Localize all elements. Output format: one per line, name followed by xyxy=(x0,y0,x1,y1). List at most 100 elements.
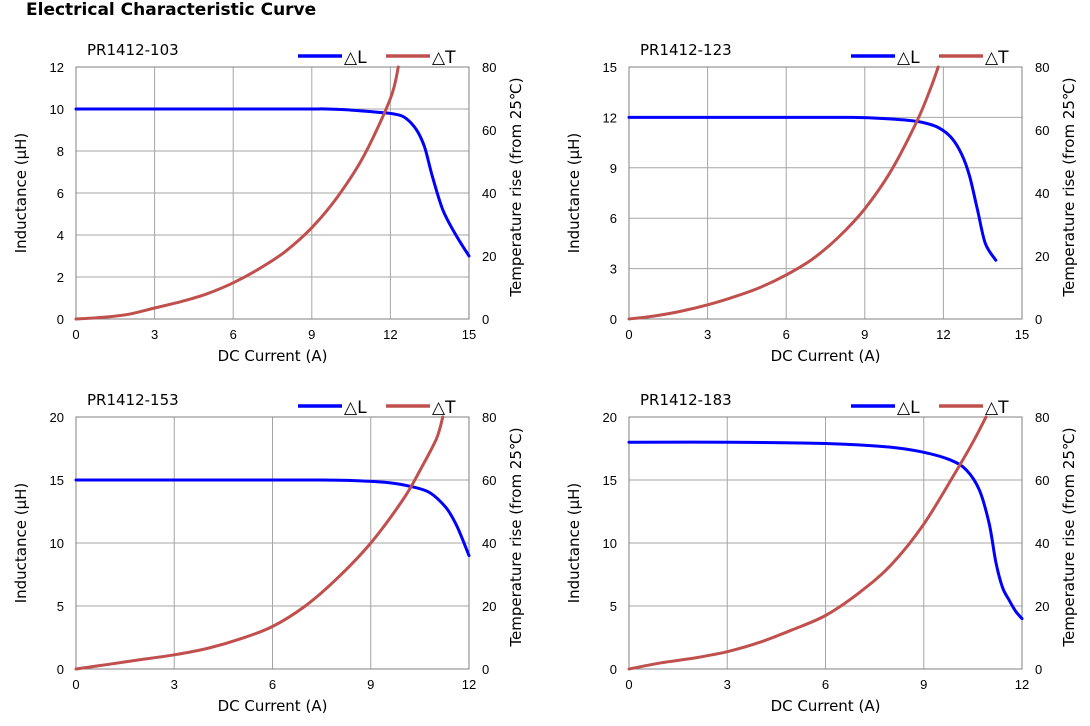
x-axis-label: DC Current (A) xyxy=(218,347,328,365)
y2-tick-label: 60 xyxy=(482,473,496,488)
title-box xyxy=(77,45,282,66)
legend-label: △L xyxy=(344,48,367,68)
y2-tick-label: 0 xyxy=(1035,662,1042,677)
x-tick-label: 0 xyxy=(625,327,632,342)
x-tick-label: 6 xyxy=(230,327,237,342)
series-line-temperature xyxy=(74,65,400,321)
x-tick-label: 9 xyxy=(367,677,374,692)
x-tick-label: 0 xyxy=(72,677,79,692)
series-line-temperature xyxy=(627,415,988,671)
y-axis-label: Inductance (μH) xyxy=(12,483,30,604)
y2-tick-label: 60 xyxy=(1035,473,1049,488)
y-tick-label: 12 xyxy=(603,110,617,125)
y-tick-label: 0 xyxy=(57,312,64,327)
y-tick-label: 5 xyxy=(610,599,617,614)
series-line-inductance xyxy=(74,107,471,258)
y-tick-label: 4 xyxy=(57,228,64,243)
y2-tick-label: 20 xyxy=(482,249,496,264)
chart-title: PR1412-183 xyxy=(640,391,732,409)
x-tick-label: 12 xyxy=(383,327,397,342)
y2-tick-label: 80 xyxy=(1035,60,1049,75)
y-tick-label: 15 xyxy=(50,473,64,488)
chart-title: PR1412-153 xyxy=(87,391,179,409)
legend-label: △L xyxy=(897,398,920,418)
title-box xyxy=(630,395,835,416)
series-line-inductance xyxy=(627,115,998,262)
plot-frame xyxy=(75,66,470,320)
chart-title: PR1412-103 xyxy=(87,41,179,59)
x-axis-label: DC Current (A) xyxy=(771,697,881,715)
plot-frame xyxy=(628,66,1023,320)
x-tick-label: 6 xyxy=(822,677,829,692)
chart-panel: 0 3 6 9 12 0 5 10 15 20 0 20 40 60 80 DC Current (A) Ind… xyxy=(12,391,525,715)
y2-tick-label: 40 xyxy=(482,186,496,201)
legend-box xyxy=(847,395,1015,416)
chart-panel: 0 3 6 9 12 0 5 10 15 20 0 20 40 60 80 DC Current (A) Ind… xyxy=(565,391,1078,715)
legend-label: △T xyxy=(985,48,1009,68)
legend-label: △T xyxy=(985,398,1009,418)
y2-axis-label: Temperature rise (from 25℃) xyxy=(507,77,525,297)
legend-label: △L xyxy=(897,48,920,68)
plot-frame xyxy=(628,416,1023,670)
y2-tick-label: 0 xyxy=(482,312,489,327)
x-axis-label: DC Current (A) xyxy=(218,697,328,715)
legend-box xyxy=(294,395,462,416)
chart-panel: 0 3 6 9 12 15 0 2 4 6 8 10 12 0 20 40 60 80 DC Current (A)… xyxy=(12,41,525,365)
y-tick-label: 10 xyxy=(603,536,617,551)
x-tick-label: 3 xyxy=(151,327,158,342)
x-tick-label: 12 xyxy=(462,677,476,692)
series-line-inductance xyxy=(74,478,471,558)
title-box xyxy=(77,395,282,416)
y2-tick-label: 60 xyxy=(482,123,496,138)
y-tick-label: 0 xyxy=(57,662,64,677)
legend-label: △L xyxy=(344,398,367,418)
y-tick-label: 15 xyxy=(603,60,617,75)
x-tick-label: 6 xyxy=(783,327,790,342)
y-axis-label: Inductance (μH) xyxy=(565,133,583,254)
y2-tick-label: 60 xyxy=(1035,123,1049,138)
x-tick-label: 3 xyxy=(704,327,711,342)
y-tick-label: 0 xyxy=(610,312,617,327)
x-tick-label: 3 xyxy=(171,677,178,692)
y2-axis-label: Temperature rise (from 25℃) xyxy=(1060,77,1078,297)
y-tick-label: 5 xyxy=(57,599,64,614)
legend-label: △T xyxy=(432,398,456,418)
series-line-temperature xyxy=(74,415,445,671)
y-tick-label: 3 xyxy=(610,262,617,277)
x-tick-label: 12 xyxy=(936,327,950,342)
chart-title: PR1412-123 xyxy=(640,41,732,59)
y2-tick-label: 40 xyxy=(482,536,496,551)
x-tick-label: 9 xyxy=(308,327,315,342)
y-axis-label: Inductance (μH) xyxy=(565,483,583,604)
y2-tick-label: 20 xyxy=(482,599,496,614)
x-tick-label: 9 xyxy=(920,677,927,692)
x-tick-label: 0 xyxy=(625,677,632,692)
x-tick-label: 15 xyxy=(1015,327,1029,342)
y-tick-label: 10 xyxy=(50,102,64,117)
y2-tick-label: 40 xyxy=(1035,186,1049,201)
x-tick-label: 15 xyxy=(462,327,476,342)
x-tick-label: 12 xyxy=(1015,677,1029,692)
y-tick-label: 20 xyxy=(603,410,617,425)
y-tick-label: 6 xyxy=(610,211,617,226)
y2-axis-label: Temperature rise (from 25℃) xyxy=(1060,427,1078,647)
x-tick-label: 3 xyxy=(724,677,731,692)
y2-tick-label: 0 xyxy=(482,662,489,677)
series-line-inductance xyxy=(627,440,1024,621)
x-axis-label: DC Current (A) xyxy=(771,347,881,365)
chart-panel: 0 3 6 9 12 15 0 3 6 9 12 15 0 20 40 60 80 DC Current (A) I… xyxy=(565,41,1078,365)
y-tick-label: 20 xyxy=(50,410,64,425)
y2-tick-label: 20 xyxy=(1035,249,1049,264)
y-tick-label: 0 xyxy=(610,662,617,677)
y2-axis-label: Temperature rise (from 25℃) xyxy=(507,427,525,647)
x-tick-label: 6 xyxy=(269,677,276,692)
y2-tick-label: 20 xyxy=(1035,599,1049,614)
y-tick-label: 8 xyxy=(57,144,64,159)
y2-tick-label: 0 xyxy=(1035,312,1042,327)
legend-label: △T xyxy=(432,48,456,68)
y-tick-label: 10 xyxy=(50,536,64,551)
y2-tick-label: 80 xyxy=(482,410,496,425)
y-axis-label: Inductance (μH) xyxy=(12,133,30,254)
y2-tick-label: 40 xyxy=(1035,536,1049,551)
page-title: Electrical Characteristic Curve xyxy=(26,0,317,20)
